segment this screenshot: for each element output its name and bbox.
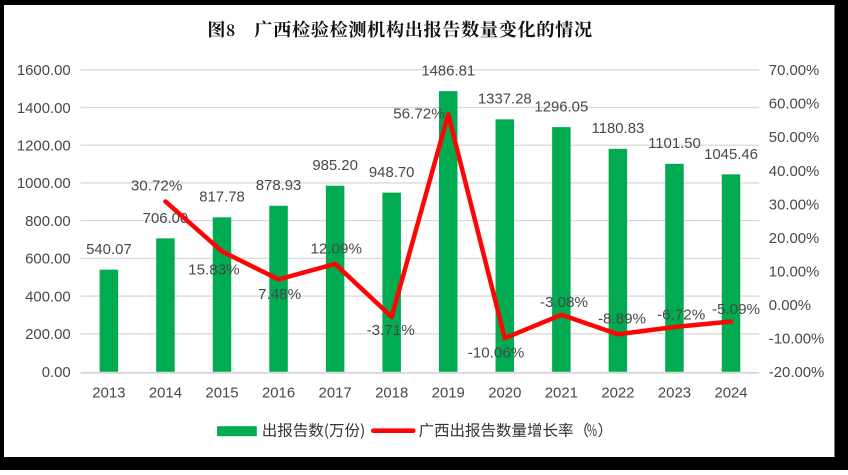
svg-text:15.83%: 15.83% [188,261,240,278]
svg-text:2023: 2023 [658,386,691,402]
svg-text:2021: 2021 [545,386,578,402]
svg-text:2018: 2018 [375,386,408,402]
svg-text:-20.00%: -20.00% [769,365,824,381]
svg-text:1200.00: 1200.00 [17,139,71,155]
svg-text:2024: 2024 [714,386,747,402]
svg-text:56.72%: 56.72% [393,105,445,122]
svg-text:2020: 2020 [488,386,521,402]
svg-text:948.70: 948.70 [369,165,415,181]
svg-text:2019: 2019 [432,386,465,402]
svg-text:0.00%: 0.00% [769,298,811,314]
svg-text:400.00: 400.00 [25,289,71,305]
svg-text:-5.09%: -5.09% [712,301,760,318]
svg-text:40.00%: 40.00% [769,164,820,180]
svg-text:1296.05: 1296.05 [534,100,588,116]
svg-text:70.00%: 70.00% [769,63,820,79]
svg-text:-10.06%: -10.06% [468,344,525,361]
svg-text:-3.71%: -3.71% [367,322,415,339]
svg-text:2014: 2014 [149,386,182,402]
svg-text:20.00%: 20.00% [769,231,820,247]
svg-text:1045.46: 1045.46 [704,147,758,163]
svg-text:1337.28: 1337.28 [478,92,532,108]
svg-text:1600.00: 1600.00 [17,63,71,79]
svg-text:800.00: 800.00 [25,214,71,230]
svg-text:600.00: 600.00 [25,252,71,268]
svg-text:30.00%: 30.00% [769,197,820,213]
svg-text:540.07: 540.07 [86,242,132,258]
svg-text:2013: 2013 [92,386,125,402]
svg-text:0.00: 0.00 [42,365,71,381]
svg-text:60.00%: 60.00% [769,97,820,113]
svg-text:1101.50: 1101.50 [648,136,701,152]
svg-text:985.20: 985.20 [312,158,358,174]
svg-text:2017: 2017 [319,386,352,402]
svg-text:-6.72%: -6.72% [657,307,705,324]
svg-text:1486.81: 1486.81 [421,64,475,80]
svg-text:30.72%: 30.72% [131,178,183,195]
svg-text:2022: 2022 [601,386,634,402]
svg-text:12.09%: 12.09% [310,241,362,258]
svg-text:50.00%: 50.00% [769,130,820,146]
svg-text:7.48%: 7.48% [258,286,301,303]
svg-text:200.00: 200.00 [25,327,71,343]
svg-text:817.78: 817.78 [199,190,245,206]
svg-text:1000.00: 1000.00 [17,176,71,192]
svg-text:-8.89%: -8.89% [598,310,646,327]
svg-text:1180.83: 1180.83 [592,121,645,137]
svg-text:2016: 2016 [262,386,295,402]
svg-text:1400.00: 1400.00 [17,101,71,117]
svg-text:2015: 2015 [205,386,238,402]
svg-text:878.93: 878.93 [256,178,302,194]
svg-text:-3.08%: -3.08% [540,294,588,311]
svg-text:-10.00%: -10.00% [769,331,824,347]
svg-text:10.00%: 10.00% [769,264,820,280]
